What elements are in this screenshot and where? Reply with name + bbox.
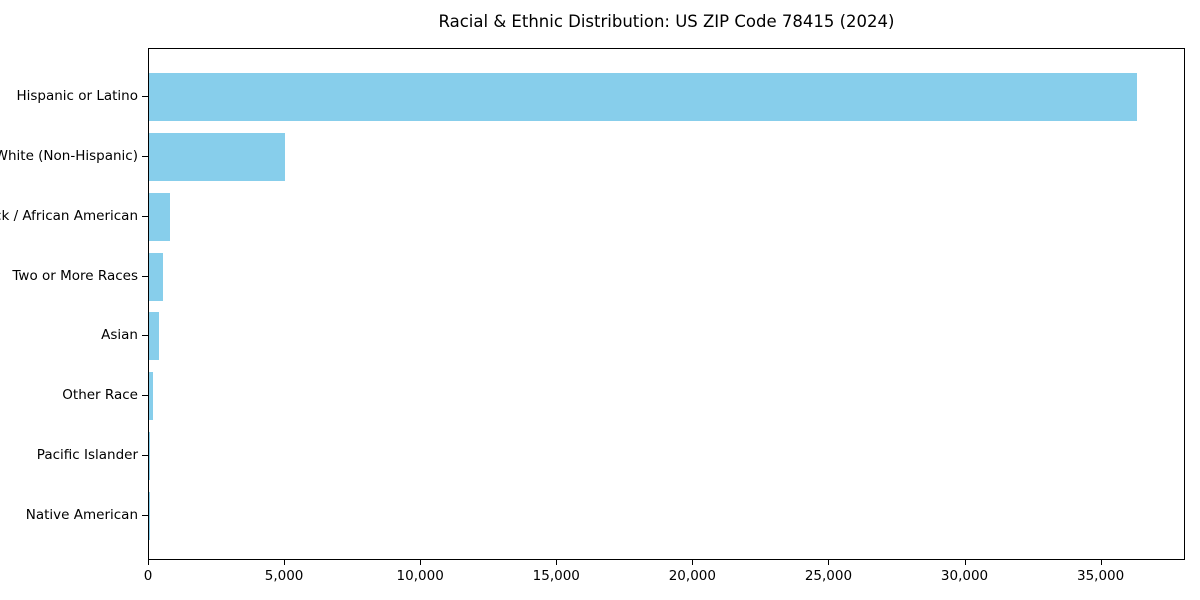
bar: [149, 73, 1137, 121]
y-tick-label: Hispanic or Latino: [16, 88, 138, 104]
x-tick-label: 35,000: [1076, 568, 1125, 584]
y-tick-label: Black / African American: [0, 207, 138, 224]
x-tick-mark: [1100, 560, 1102, 565]
x-tick-label: 15,000: [532, 568, 580, 584]
x-tick-label: 25,000: [804, 568, 853, 584]
x-tick-label: 30,000: [940, 568, 989, 584]
x-tick-mark: [828, 560, 830, 565]
y-tick-mark: [142, 155, 148, 157]
bar: [149, 432, 151, 481]
y-tick-mark: [142, 275, 148, 277]
y-tick-label: Other Race: [62, 387, 138, 404]
bar: [149, 492, 150, 540]
bar: [149, 252, 163, 301]
bar: [149, 192, 171, 241]
y-tick-label: Native American: [25, 507, 138, 523]
y-tick-mark: [142, 215, 148, 217]
x-tick-label: 20,000: [668, 568, 716, 584]
x-tick-mark: [284, 560, 286, 565]
x-tick-label: 10,000: [396, 568, 444, 584]
y-tick-mark: [142, 335, 148, 337]
x-tick-mark: [964, 560, 966, 565]
plot-area: [148, 48, 1185, 560]
bar: [149, 372, 153, 421]
x-tick-mark: [148, 560, 149, 565]
y-tick-mark: [142, 455, 148, 457]
x-tick-label: 5,000: [264, 568, 304, 584]
bar: [149, 132, 286, 181]
x-tick-label: 0: [143, 568, 153, 584]
y-tick-label: Asian: [101, 327, 138, 344]
x-tick-mark: [556, 560, 558, 565]
y-tick-label: White (Non-Hispanic): [0, 147, 138, 164]
x-tick-mark: [692, 560, 694, 565]
bar: [149, 312, 160, 361]
chart-title: Racial & Ethnic Distribution: US ZIP Cod…: [438, 12, 895, 31]
y-tick-mark: [142, 96, 148, 97]
y-tick-mark: [142, 515, 148, 516]
x-tick-mark: [420, 560, 422, 565]
y-tick-label: Pacific Islander: [36, 447, 138, 464]
y-tick-mark: [142, 395, 148, 397]
y-tick-label: Two or More Races: [12, 267, 138, 284]
